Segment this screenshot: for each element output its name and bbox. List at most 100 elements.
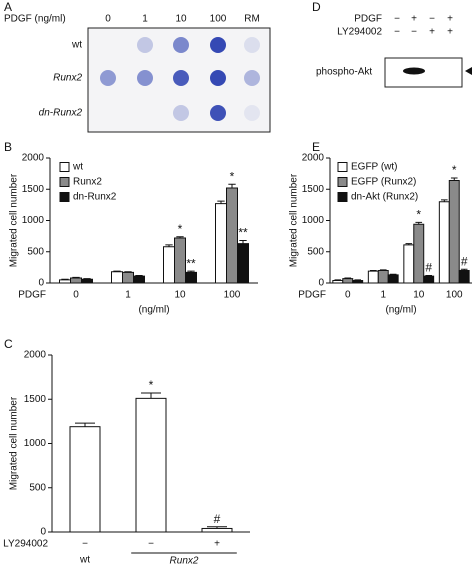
panel-label: D bbox=[312, 0, 321, 14]
x-tick-label: 0 bbox=[345, 290, 351, 301]
x-tick-label: − bbox=[82, 539, 88, 550]
x-tick-label: 1 bbox=[380, 290, 386, 301]
annotation: # bbox=[461, 254, 468, 268]
legend-label: dn-Runx2 bbox=[73, 192, 117, 203]
y-tick-label: 0 bbox=[40, 527, 46, 538]
y-tick-label: 500 bbox=[27, 246, 44, 257]
bar bbox=[174, 237, 186, 284]
legend-label: dn-Akt (Runx2) bbox=[351, 192, 418, 203]
y-tick-label: 1500 bbox=[22, 184, 45, 195]
y-tick-label: 0 bbox=[318, 278, 324, 289]
bar bbox=[458, 270, 470, 284]
x-tick-label: 10 bbox=[174, 290, 186, 301]
legend-swatch bbox=[337, 162, 348, 172]
bar bbox=[122, 271, 134, 284]
dot bbox=[210, 105, 226, 121]
bar bbox=[59, 279, 71, 284]
dot bbox=[210, 37, 226, 53]
column-label: 100 bbox=[210, 14, 227, 25]
legend-label: EGFP (wt) bbox=[351, 162, 397, 173]
column-label: 1 bbox=[142, 14, 148, 25]
dot bbox=[137, 37, 153, 53]
annotation: * bbox=[416, 208, 421, 222]
panel-label: C bbox=[4, 337, 13, 351]
annotation: * bbox=[178, 222, 183, 236]
row-label: wt bbox=[71, 40, 82, 51]
dot bbox=[244, 37, 260, 53]
sign: − bbox=[394, 14, 400, 25]
bar bbox=[201, 527, 233, 533]
row-title: PDGF (ng/ml) bbox=[4, 14, 66, 25]
arrow bbox=[465, 67, 472, 75]
panel-label: B bbox=[4, 140, 12, 154]
bar bbox=[413, 223, 425, 284]
bar bbox=[185, 271, 197, 284]
y-tick-label: 2000 bbox=[24, 350, 47, 361]
bar bbox=[387, 274, 399, 284]
bar bbox=[352, 280, 364, 284]
y-tick-label: 500 bbox=[307, 246, 324, 257]
row-label: PDGF bbox=[354, 14, 382, 25]
legend-label: wt bbox=[72, 162, 83, 173]
sign: + bbox=[411, 14, 417, 25]
panel-label: E bbox=[312, 140, 320, 154]
y-tick-label: 2000 bbox=[22, 153, 45, 164]
x-unit: (ng/ml) bbox=[385, 305, 416, 316]
bar bbox=[342, 278, 354, 284]
bar bbox=[135, 397, 167, 533]
y-tick-label: 1500 bbox=[302, 184, 325, 195]
dot bbox=[137, 70, 153, 86]
sign: − bbox=[411, 27, 417, 38]
bar bbox=[403, 244, 415, 284]
column-label: 0 bbox=[105, 14, 111, 25]
sign: − bbox=[429, 14, 435, 25]
y-axis-label: Migrated cell number bbox=[9, 173, 20, 267]
bar bbox=[111, 271, 123, 284]
blot-label: phospho-Akt bbox=[316, 67, 372, 78]
x-unit: (ng/ml) bbox=[138, 305, 169, 316]
legend-label: Runx2 bbox=[73, 177, 102, 188]
bar bbox=[133, 275, 145, 284]
legend-label: EGFP (Runx2) bbox=[351, 177, 416, 188]
y-axis-label: Migrated cell number bbox=[9, 396, 20, 490]
annotation: * bbox=[230, 169, 235, 183]
y-tick-label: 0 bbox=[38, 278, 44, 289]
y-tick-label: 1000 bbox=[22, 215, 45, 226]
legend-swatch bbox=[59, 177, 70, 187]
annotation: * bbox=[149, 378, 154, 392]
x-tick-label: 100 bbox=[224, 290, 241, 301]
y-axis-label: Migrated cell number bbox=[289, 173, 300, 267]
bar bbox=[81, 278, 93, 284]
dot bbox=[173, 70, 189, 86]
legend-swatch bbox=[59, 162, 70, 172]
column-label: 10 bbox=[175, 14, 187, 25]
sign: + bbox=[429, 27, 435, 38]
group-label: wt bbox=[79, 555, 90, 566]
bar bbox=[215, 203, 227, 284]
dot bbox=[244, 70, 260, 86]
group-label: Runx2 bbox=[170, 556, 199, 567]
dot bbox=[173, 37, 189, 53]
bar bbox=[70, 277, 82, 284]
bar bbox=[69, 426, 101, 533]
column-label: RM bbox=[244, 14, 260, 25]
x-tick-label: 100 bbox=[446, 290, 463, 301]
dot bbox=[173, 105, 189, 121]
x-tick-label: 1 bbox=[125, 290, 131, 301]
dot bbox=[100, 70, 116, 86]
sign: − bbox=[394, 27, 400, 38]
y-tick-label: 2000 bbox=[302, 153, 325, 164]
y-tick-label: 500 bbox=[29, 482, 46, 493]
bar bbox=[226, 187, 238, 284]
x-tick-label: − bbox=[148, 539, 154, 550]
x-axis-label: PDGF bbox=[18, 290, 46, 301]
bar bbox=[448, 180, 460, 284]
sign: + bbox=[447, 27, 453, 38]
annotation: * bbox=[452, 163, 457, 177]
legend-swatch bbox=[337, 177, 348, 187]
row-label: LY294002 bbox=[337, 27, 382, 38]
row-label: dn-Runx2 bbox=[39, 108, 83, 119]
annotation: ** bbox=[238, 226, 248, 240]
row-label: Runx2 bbox=[53, 73, 82, 84]
